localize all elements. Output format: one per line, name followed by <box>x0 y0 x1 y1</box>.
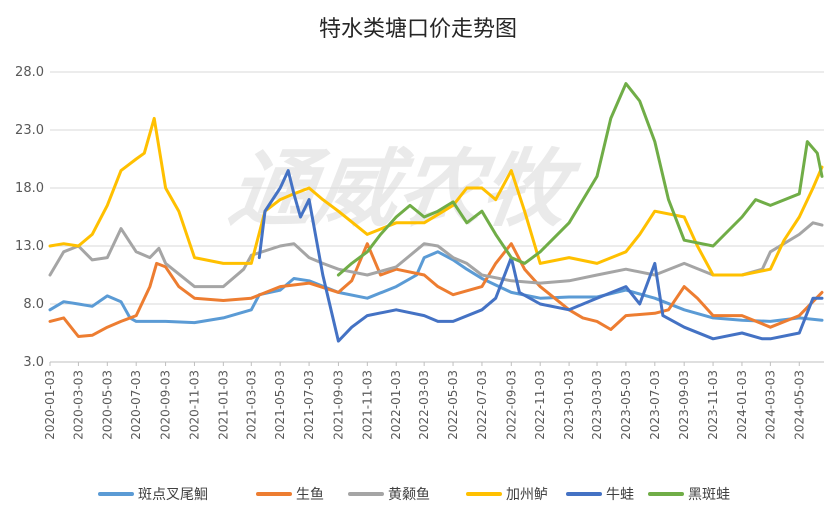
x-tick-label: 2023-07-03 <box>648 370 662 440</box>
x-tick-label: 2023-03-03 <box>590 370 604 440</box>
series-line-2 <box>48 242 824 338</box>
legend-label-3: 黄颡鱼 <box>388 486 430 503</box>
x-axis: 2020-01-03 2020-03-03 2020-05-03 2020-07-03… <box>43 362 806 440</box>
y-tick-label: 8.0 <box>23 297 44 312</box>
x-tick-label: 2021-05-03 <box>273 370 287 440</box>
x-tick-label: 2022-05-03 <box>446 370 460 440</box>
series-group <box>48 82 824 343</box>
series-line-5 <box>257 169 824 343</box>
x-tick-label: 2021-11-03 <box>360 370 374 440</box>
x-tick-label: 2021-09-03 <box>331 370 345 440</box>
y-tick-label: 18.0 <box>15 181 44 196</box>
x-tick-label: 2022-09-03 <box>504 370 518 440</box>
x-tick-label: 2020-11-03 <box>187 370 201 440</box>
series-line-6 <box>336 82 824 277</box>
x-tick-label: 2024-05-03 <box>792 370 806 440</box>
x-tick-label: 2020-05-03 <box>100 370 114 440</box>
x-tick-label: 2021-07-03 <box>302 370 316 440</box>
legend-label-2: 生鱼 <box>296 486 324 503</box>
x-tick-label: 2021-01-03 <box>216 370 230 440</box>
x-tick-label: 2023-01-03 <box>562 370 576 440</box>
x-tick-label: 2024-03-03 <box>763 370 777 440</box>
legend-label-4: 加州鲈 <box>506 487 548 503</box>
y-tick-label: 13.0 <box>15 239 44 254</box>
y-axis: 3.0 8.0 13.0 18.0 23.0 28.0 <box>15 65 44 370</box>
x-tick-label: 2022-07-03 <box>475 370 489 440</box>
x-tick-label: 2021-03-03 <box>244 370 258 440</box>
x-tick-label: 2020-03-03 <box>71 370 85 440</box>
y-tick-label: 28.0 <box>15 65 44 80</box>
x-tick-label: 2020-01-03 <box>43 370 57 440</box>
x-tick-label: 2023-11-03 <box>706 370 720 440</box>
legend: 斑点叉尾鮰 生鱼 黄颡鱼 加州鲈 牛蛙 黑斑蛙 <box>98 486 730 503</box>
x-tick-label: 2020-07-03 <box>129 370 143 440</box>
x-tick-label: 2022-03-03 <box>417 370 431 440</box>
x-tick-label: 2023-09-03 <box>677 370 691 440</box>
legend-label-6: 黑斑蛙 <box>688 487 730 503</box>
y-tick-label: 23.0 <box>15 123 44 138</box>
chart-title: 特水类塘口价走势图 <box>319 17 517 42</box>
series-line-3 <box>48 221 824 289</box>
x-tick-label: 2022-11-03 <box>533 370 547 440</box>
x-tick-label: 2022-01-03 <box>389 370 403 440</box>
y-tick-label: 3.0 <box>23 355 44 370</box>
x-tick-label: 2020-09-03 <box>159 370 173 440</box>
legend-label-1: 斑点叉尾鮰 <box>138 487 208 503</box>
x-tick-label: 2024-01-03 <box>735 370 749 440</box>
x-tick-label: 2023-05-03 <box>619 370 633 440</box>
legend-label-5: 牛蛙 <box>606 487 634 503</box>
